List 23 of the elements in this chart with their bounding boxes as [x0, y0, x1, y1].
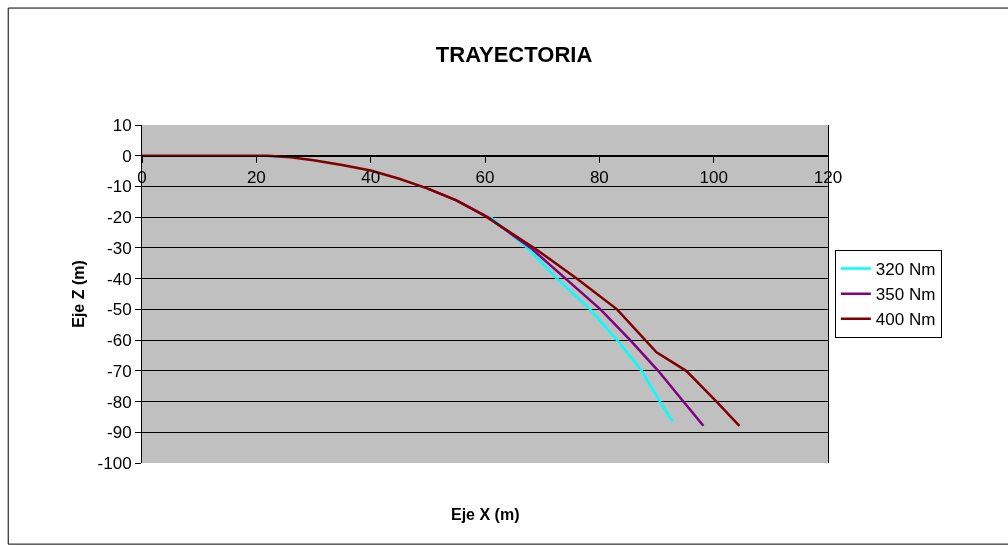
legend-label: 320 Nm — [875, 260, 936, 280]
y-axis-title: Eje Z (m) — [70, 260, 88, 328]
y-tick-label: 10 — [112, 115, 132, 135]
y-tick-label: -100 — [97, 453, 132, 473]
x-tick-label: 40 — [361, 168, 381, 188]
y-tick-label: -20 — [107, 208, 132, 228]
y-tick-label: -10 — [107, 177, 132, 197]
y-tick-label: -50 — [107, 300, 132, 320]
legend-label: 350 Nm — [875, 285, 936, 305]
y-tick-label: 0 — [122, 146, 132, 166]
chart-title: TRAYECTORIA — [435, 42, 593, 68]
y-tick-label: -30 — [107, 238, 132, 258]
y-tick-label: -60 — [107, 331, 132, 351]
x-tick-label: 60 — [475, 168, 495, 188]
y-tick-label: -70 — [107, 361, 132, 381]
x-tick-label: 80 — [589, 168, 609, 188]
y-tick-label: -40 — [107, 269, 132, 289]
x-tick-label: 100 — [699, 168, 728, 188]
y-tick-label: -90 — [107, 423, 132, 443]
legend-label: 400 Nm — [875, 310, 936, 330]
x-tick-label: 20 — [246, 168, 266, 188]
y-tick-label: -80 — [107, 392, 132, 412]
x-axis-title: Eje X (m) — [451, 506, 520, 523]
